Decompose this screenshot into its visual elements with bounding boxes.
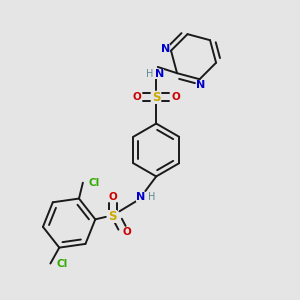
Text: Cl: Cl — [56, 259, 67, 269]
Text: Cl: Cl — [88, 178, 100, 188]
Text: N: N — [136, 192, 145, 202]
Text: S: S — [152, 91, 160, 103]
Text: N: N — [196, 80, 206, 90]
Text: O: O — [133, 92, 141, 102]
Text: H: H — [148, 192, 155, 202]
Text: O: O — [171, 92, 180, 102]
Text: H: H — [146, 69, 154, 79]
Text: O: O — [108, 192, 117, 202]
Text: N: N — [155, 69, 164, 79]
Text: N: N — [161, 44, 170, 54]
Text: S: S — [108, 210, 117, 224]
Text: O: O — [122, 227, 131, 237]
